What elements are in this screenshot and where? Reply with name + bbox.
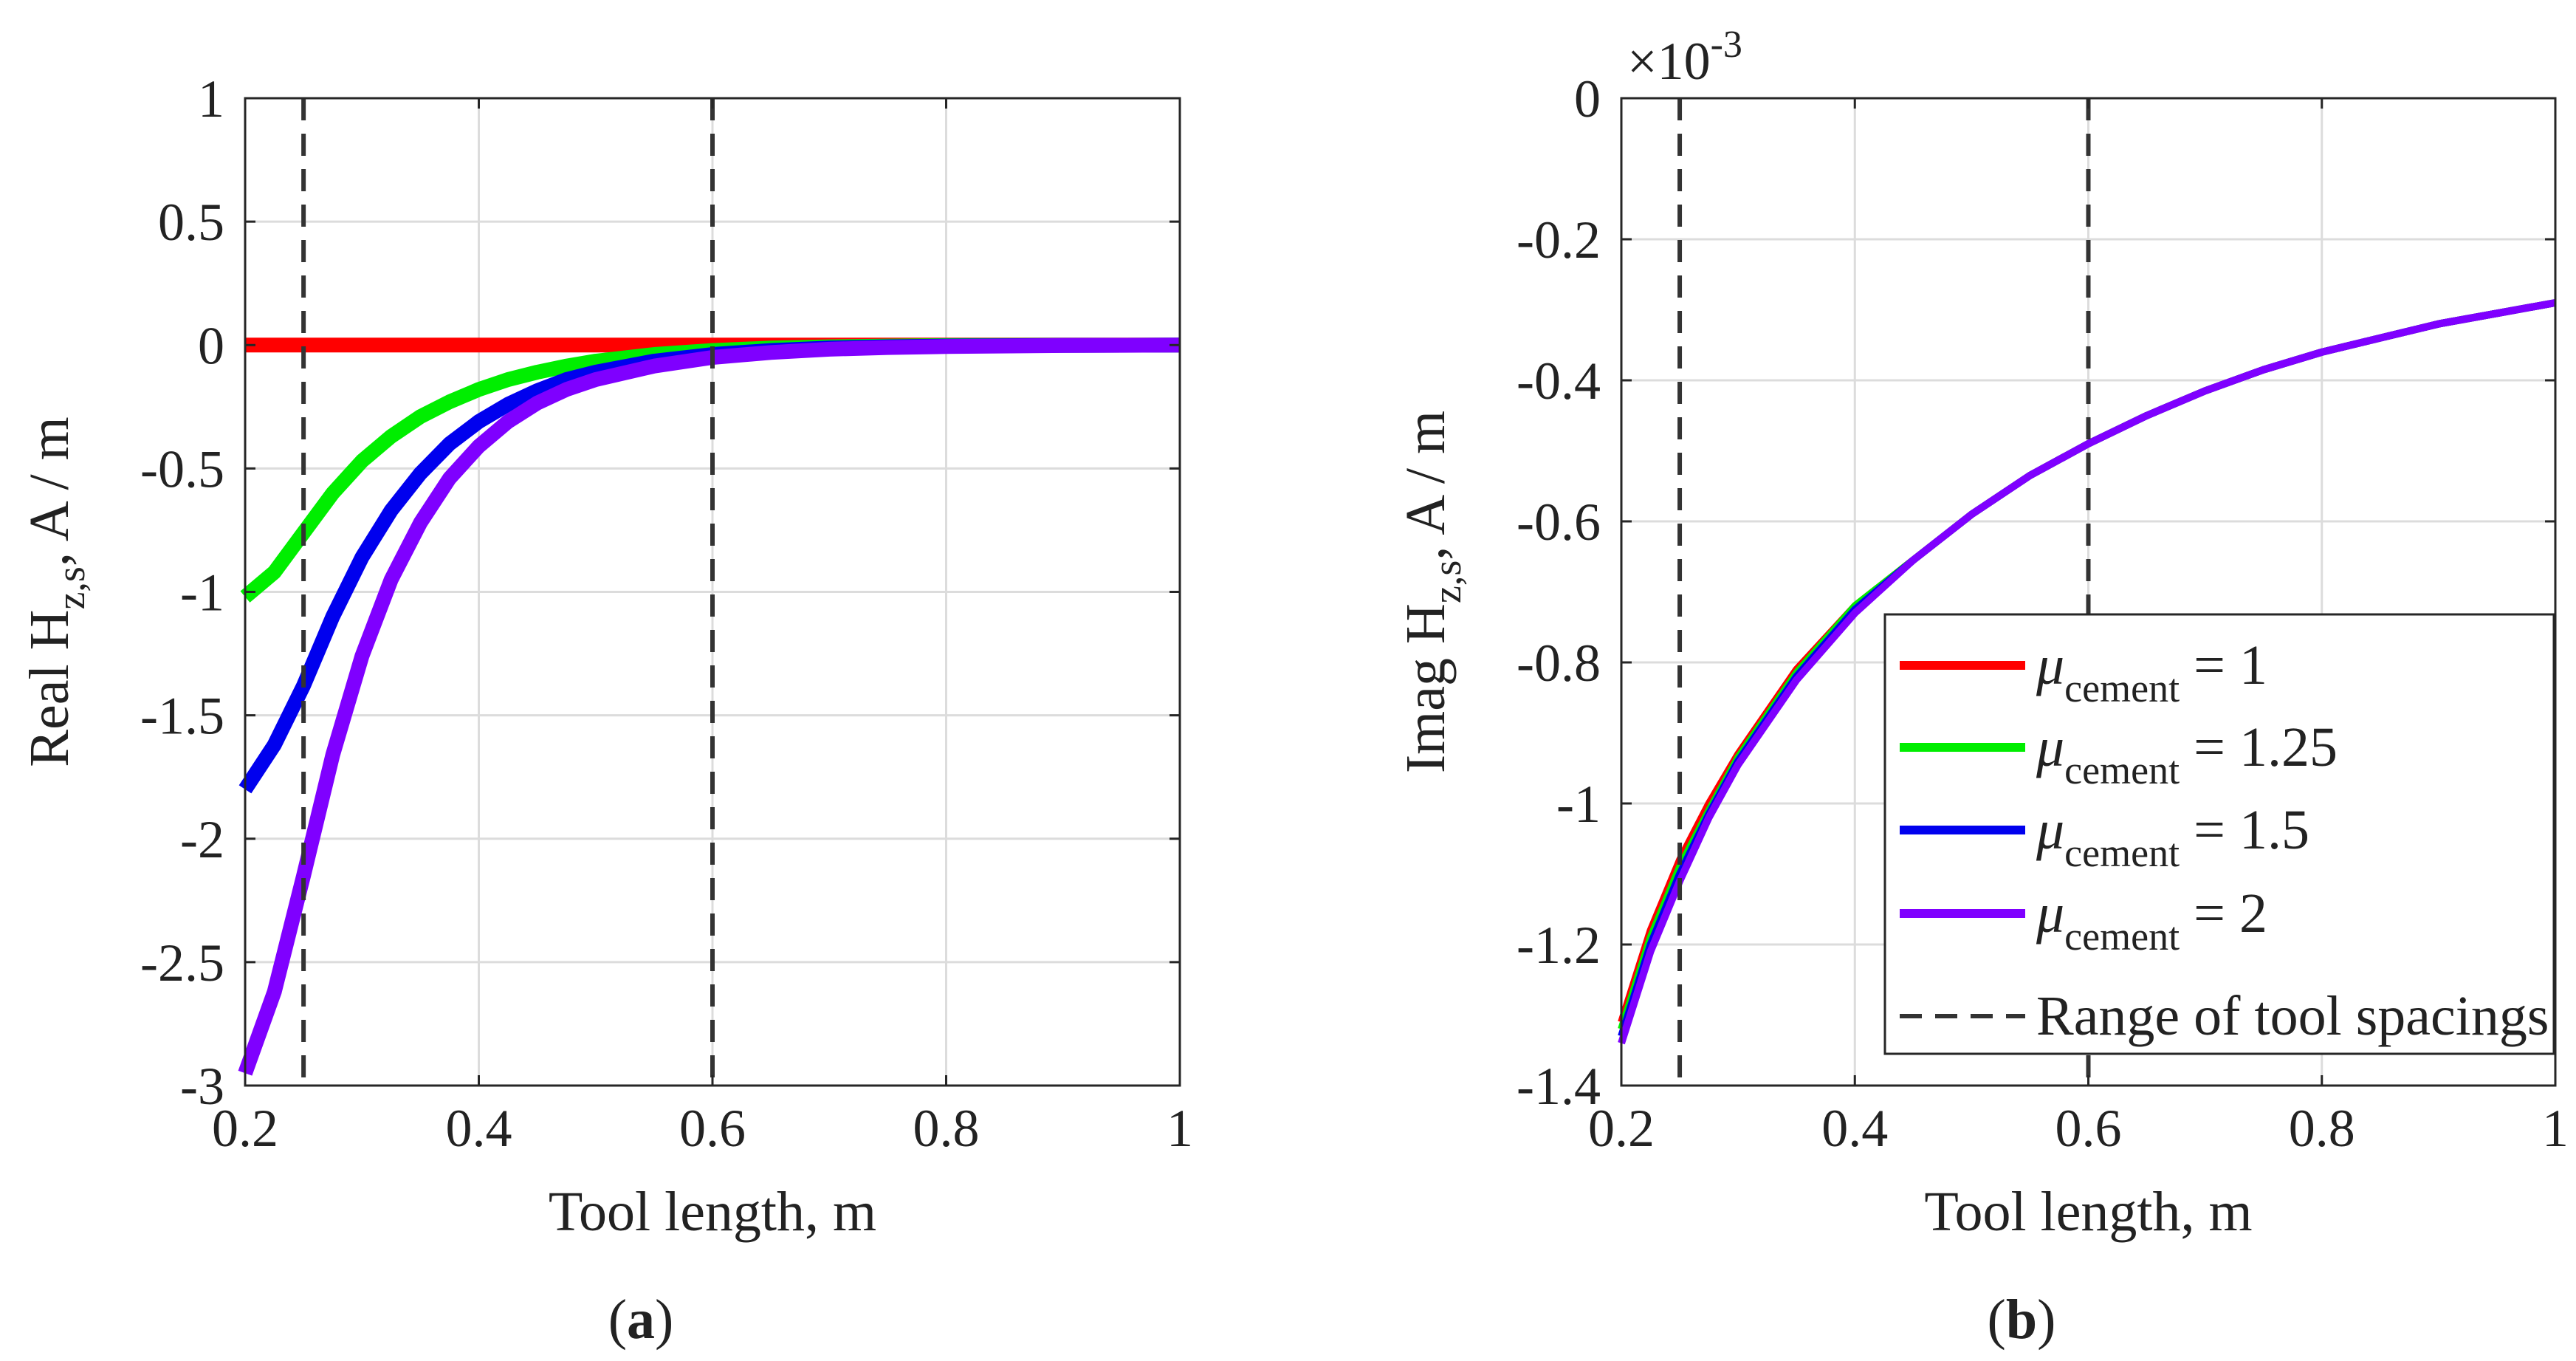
legend-label: Range of tool spacings: [2036, 985, 2549, 1047]
y-axis-label-main: Real H: [18, 610, 80, 767]
y-tick-label: 1: [198, 69, 224, 128]
caption-letter: b: [2006, 1289, 2037, 1351]
caption-paren-close: ): [2037, 1289, 2055, 1351]
exponent-base: ×10: [1627, 32, 1711, 91]
x-tick-label: 1: [2542, 1099, 2569, 1158]
legend-symbol: μ: [2036, 882, 2064, 945]
legend-item-5: Range of tool spacings: [1900, 985, 2549, 1047]
exponent-power: -3: [1711, 24, 1742, 66]
y-tick-label: -1.2: [1517, 916, 1601, 975]
x-tick-label: 0.8: [2289, 1099, 2355, 1158]
panel-caption-a: (a): [608, 1289, 674, 1351]
legend-symbol: μ: [2036, 799, 2064, 861]
y-tick-label: -1: [1556, 775, 1601, 834]
y-axis-label-units: , A / m: [18, 416, 80, 566]
legend-subscript: cement: [2064, 831, 2180, 875]
legend-symbol: μ: [2036, 716, 2064, 778]
legend-text: Range of tool spacings: [2036, 985, 2549, 1047]
y-tick-label: 0.5: [158, 193, 224, 252]
legend-label: μcement = 1.5: [2036, 799, 2309, 875]
x-tick-label: 0.6: [679, 1099, 746, 1158]
y-tick-label: -0.4: [1517, 352, 1601, 411]
y-axis-label-subscript: z,s: [49, 566, 93, 609]
y-tick-label: -0.2: [1517, 210, 1601, 270]
x-axis-label: Tool length, m: [549, 1181, 876, 1243]
caption-paren-close: ): [655, 1289, 673, 1351]
x-tick-label: 1: [1167, 1099, 1193, 1158]
y-tick-label: -1.5: [140, 687, 224, 746]
x-tick-label: 0.4: [1821, 1099, 1888, 1158]
legend-value: = 1: [2180, 634, 2267, 696]
legend-subscript: cement: [2064, 748, 2180, 792]
x-tick-label: 0.4: [446, 1099, 512, 1158]
legend-subscript: cement: [2064, 666, 2180, 710]
y-tick-label: 0: [1574, 69, 1601, 128]
y-tick-label: -3: [180, 1057, 224, 1116]
y-axis-label-units: , A / m: [1395, 411, 1457, 560]
caption-letter: a: [627, 1289, 655, 1351]
legend-value: = 2: [2180, 882, 2267, 945]
x-tick-label: 0.8: [913, 1099, 980, 1158]
chart-panel-b: 0.2 0.4 0.6 0.8 1 -1.4 -1.2 -1 -0.8 -0.6 -0.4 -0.2 0…: [1395, 24, 2569, 1243]
legend-item-1: μcement = 1: [1900, 634, 2267, 710]
legend-label: μcement = 1.25: [2036, 716, 2338, 792]
legend-symbol: μ: [2036, 634, 2064, 696]
y-tick-label: -1.4: [1517, 1057, 1601, 1116]
y-tick-label: -2.5: [140, 933, 224, 993]
y-axis-label-subscript: z,s: [1425, 560, 1469, 603]
y-tick-label: -0.8: [1517, 634, 1601, 693]
legend-item-3: μcement = 1.5: [1900, 799, 2309, 875]
legend-value: = 1.5: [2180, 799, 2309, 861]
x-axis-label: Tool length, m: [1924, 1181, 2252, 1243]
x-tick-label: 0.2: [212, 1099, 278, 1158]
y-tick-label: 0: [198, 316, 224, 375]
axis-exponent-label: ×10-3: [1627, 24, 1742, 91]
y-tick-label: -0.6: [1517, 493, 1601, 552]
legend-item-4: μcement = 2: [1900, 882, 2267, 959]
y-tick-label: -0.5: [140, 439, 224, 498]
y-tick-label: -1: [180, 563, 224, 623]
legend-item-2: μcement = 1.25: [1900, 716, 2338, 792]
legend-label: μcement = 1: [2036, 634, 2267, 710]
x-tick-label: 0.6: [2055, 1099, 2122, 1158]
x-tick-label: 0.2: [1588, 1099, 1655, 1158]
y-axis-label-main: Imag H: [1395, 603, 1457, 773]
y-tick-label: -2: [180, 810, 224, 869]
caption-paren-open: (: [608, 1289, 627, 1351]
legend-value: = 1.25: [2180, 716, 2338, 778]
caption-paren-open: (: [1988, 1289, 2006, 1351]
series-line-4: [1618, 299, 2556, 1045]
legend-subscript: cement: [2064, 914, 2180, 959]
series-line-4: [238, 337, 1181, 1076]
chart-panel-a: 0.2 0.4 0.6 0.8 1 -3 -2.5 -2 -1.5 -1 -0.5 0 0.5 1 Tool…: [18, 69, 1193, 1243]
panel-caption-b: (b): [1988, 1289, 2056, 1351]
y-axis-label: Real Hz,s, A / m: [18, 416, 93, 767]
y-axis-label: Imag Hz,s, A / m: [1395, 411, 1469, 773]
legend-label: μcement = 2: [2036, 882, 2267, 959]
